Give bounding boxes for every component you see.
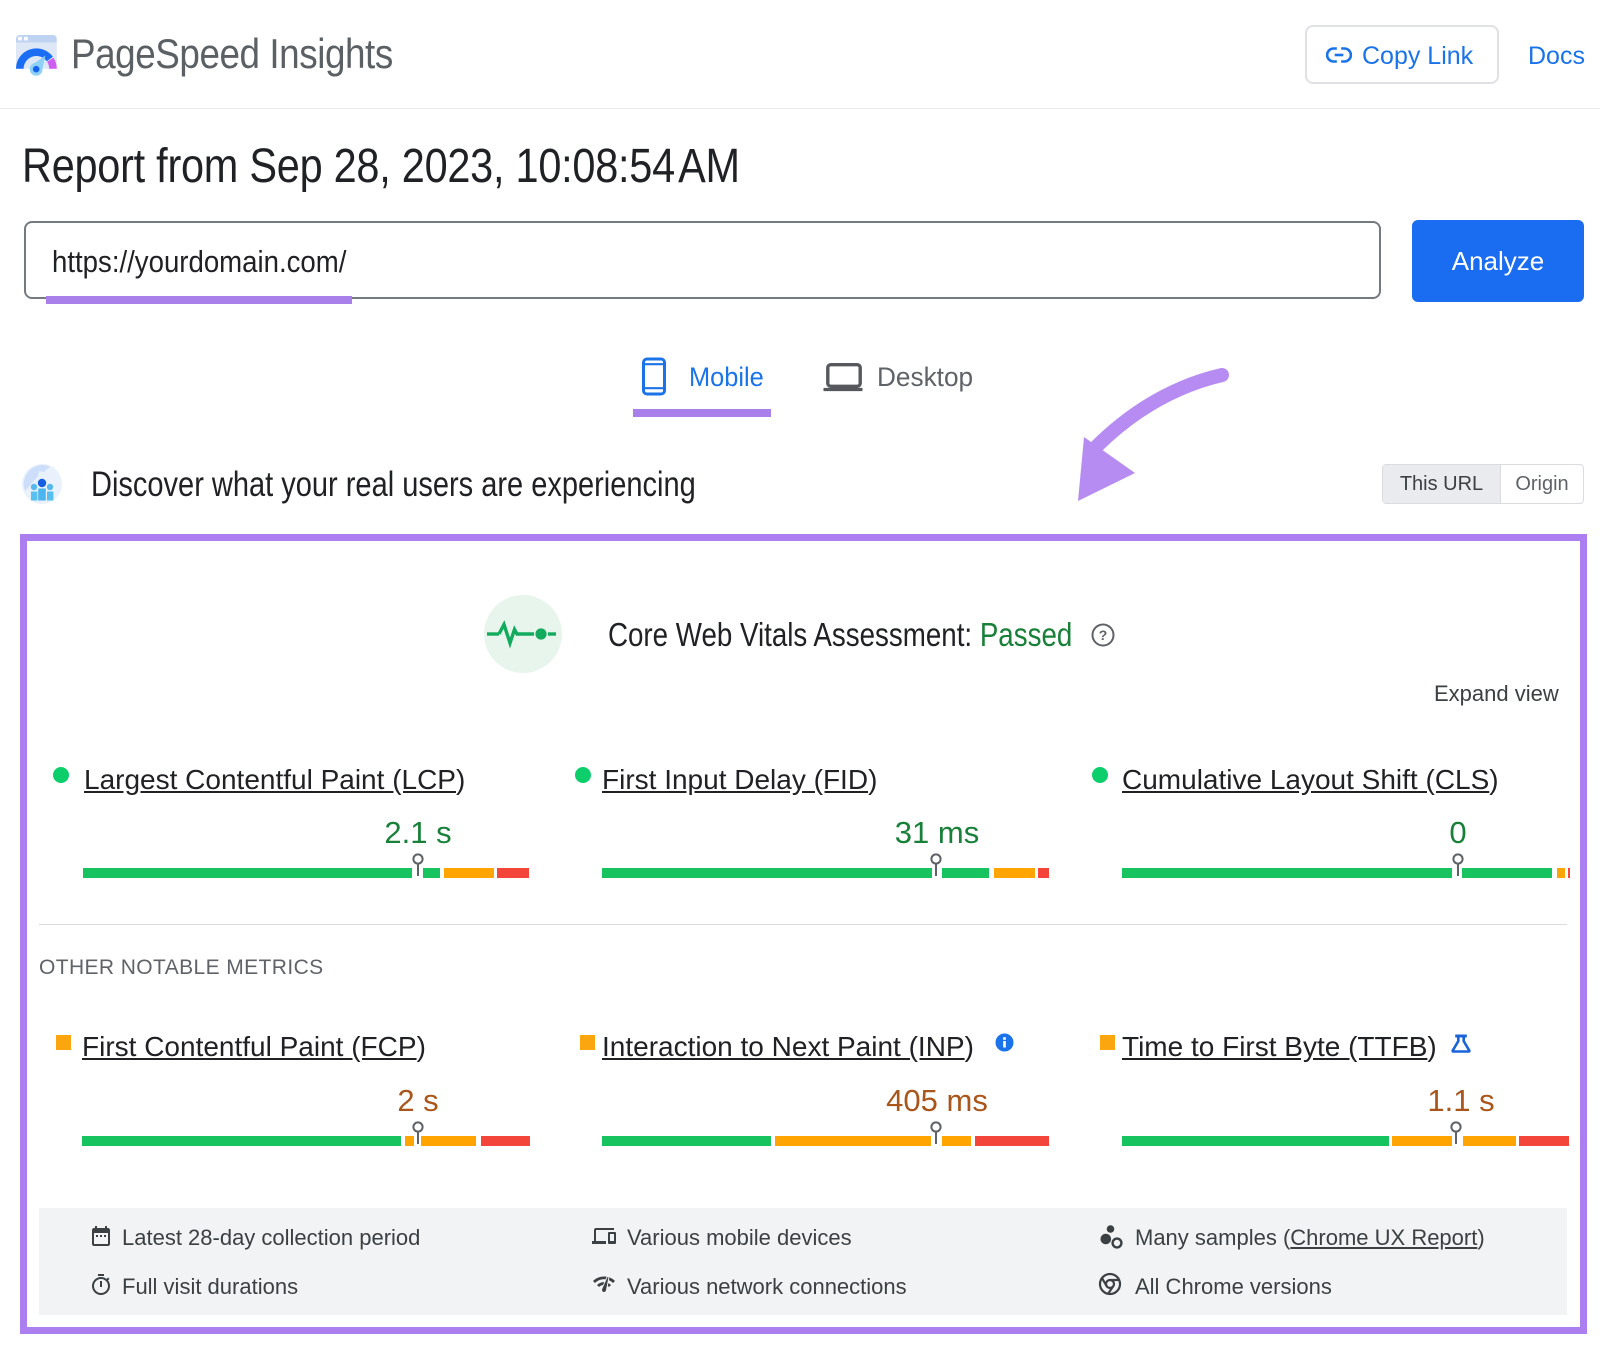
svg-text:?: ? — [1099, 627, 1108, 643]
